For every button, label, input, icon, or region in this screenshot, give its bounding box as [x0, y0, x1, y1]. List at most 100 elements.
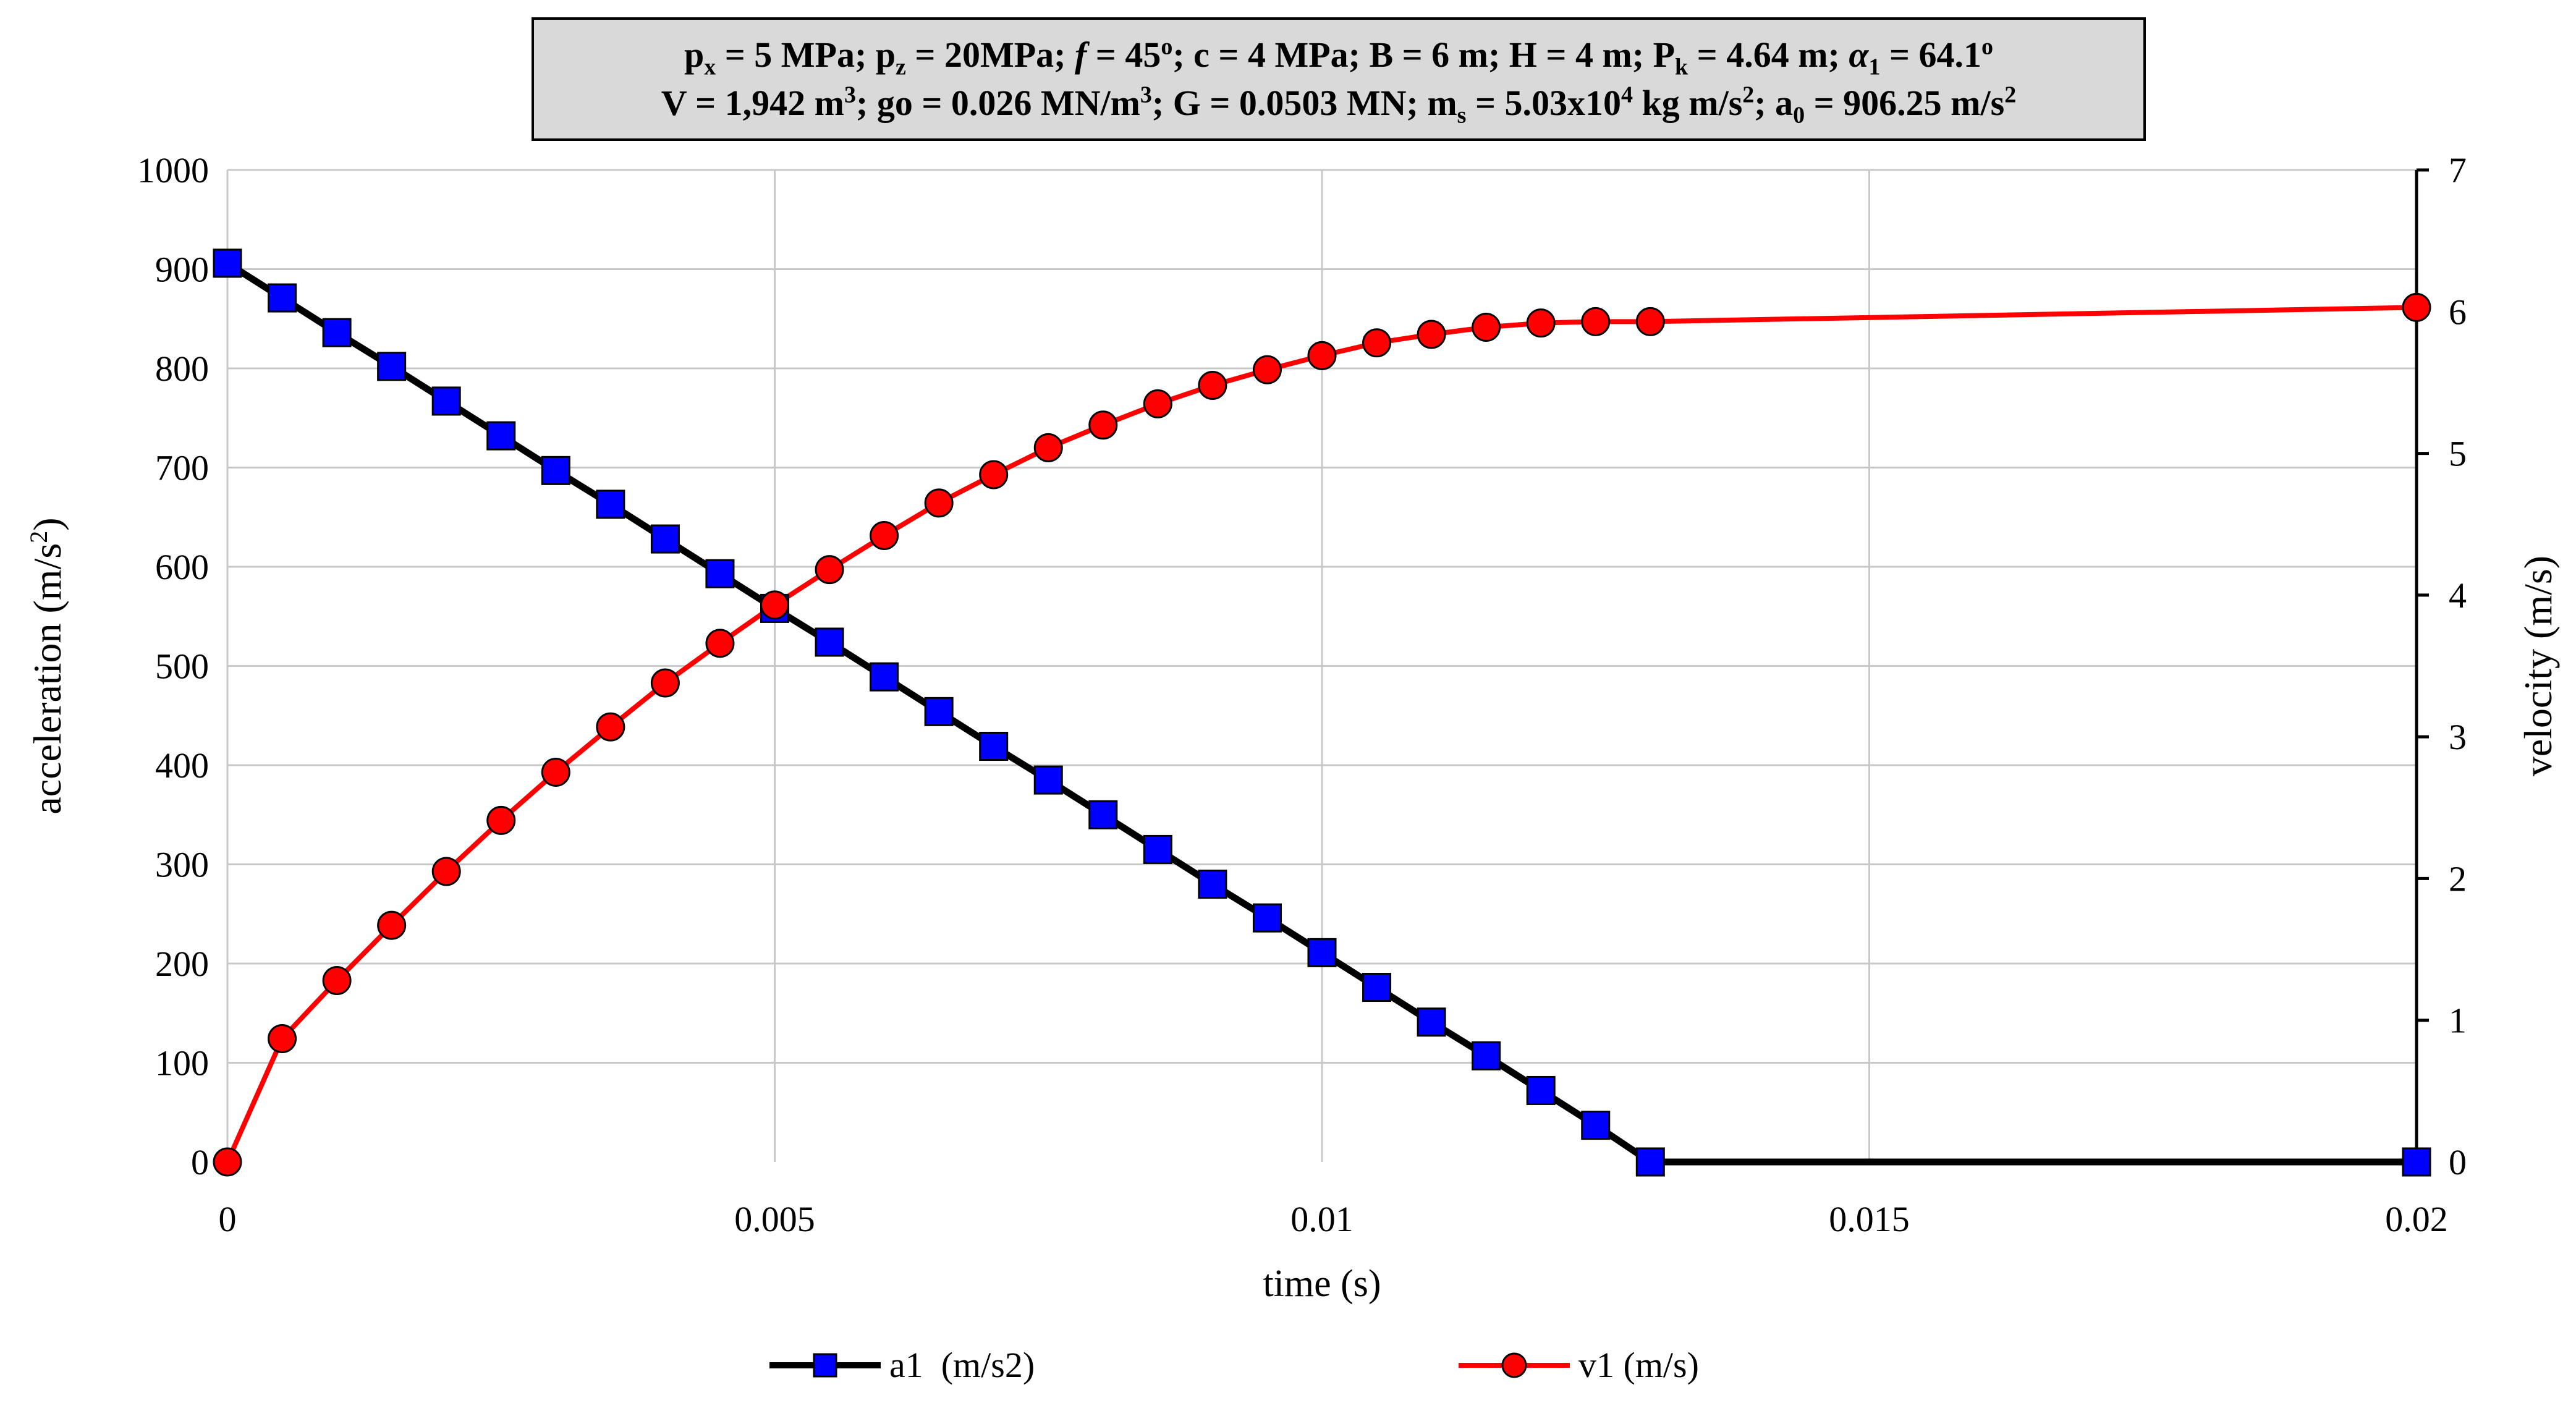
a1-data-point — [1581, 1111, 1611, 1140]
a1-data-point — [1307, 938, 1337, 967]
a1-data-point — [1472, 1041, 1501, 1070]
y-left-tick-label: 600 — [155, 547, 209, 587]
y-right-tick-label: 6 — [2449, 292, 2467, 332]
y-left-tick-label: 200 — [155, 944, 209, 984]
series-layer — [213, 248, 2431, 1177]
y-right-tick-label: 0 — [2449, 1142, 2467, 1182]
y-right-tick-label: 7 — [2449, 150, 2467, 190]
y-left-axis-title-text: acceleration (m/s — [25, 543, 69, 815]
y-right-axis-title: velocity (m/s) — [2516, 556, 2560, 776]
a1-data-point — [650, 524, 680, 554]
y-left-tick-label: 500 — [155, 646, 209, 687]
v1-data-point — [760, 590, 789, 620]
y-right-tick-label: 1 — [2449, 1001, 2467, 1041]
v1-data-point — [1143, 389, 1172, 418]
y-left-tick-label: 400 — [155, 745, 209, 786]
legend-v1-swatch — [1459, 1352, 1570, 1378]
x-tick-label: 0 — [219, 1199, 237, 1239]
a1-data-point — [1088, 800, 1118, 829]
legend-a1-swatch — [769, 1353, 881, 1377]
v1-data-point — [1307, 341, 1337, 370]
legend-label-a1: a1 (m/s2) — [889, 1345, 1035, 1385]
x-tick-label: 0.005 — [734, 1199, 815, 1239]
v1-data-point — [1088, 410, 1118, 440]
v1-data-point — [596, 712, 625, 742]
v1-data-point — [979, 460, 1009, 490]
chart-title-line-2: V = 1,942 m3; go = 0.026 MN/m3; G = 0.05… — [661, 82, 2017, 129]
y-left-tick-label: 100 — [155, 1043, 209, 1083]
v1-data-point — [541, 757, 570, 787]
v1-data-point — [1472, 313, 1501, 342]
y-left-axis-title-tail: ) — [25, 517, 69, 530]
x-tick-label: 0.02 — [2385, 1199, 2448, 1239]
v1-data-point — [815, 555, 844, 585]
a1-data-point — [1417, 1007, 1446, 1037]
v1-data-point — [1417, 320, 1446, 349]
v1-data-point — [486, 805, 516, 835]
v1-data-point — [431, 857, 461, 886]
v1-data-point — [1526, 308, 1556, 338]
v1-data-point — [1635, 307, 1665, 336]
v1-data-point — [924, 488, 954, 518]
y-left-axis-title-sup: 2 — [25, 531, 53, 543]
a1-data-point — [705, 559, 735, 588]
a1-data-point — [1362, 973, 1392, 1002]
a1-data-point — [1526, 1075, 1556, 1105]
legend-item-v1: v1 (m/s) — [1459, 1344, 1699, 1386]
y-left-tick-label: 0 — [191, 1142, 209, 1182]
v1-data-point — [705, 629, 735, 658]
v1-data-point — [870, 521, 899, 551]
a1-data-point — [924, 697, 954, 726]
a1-data-point — [541, 456, 570, 485]
v1-data-point — [322, 966, 352, 996]
a1-data-point — [1252, 903, 1282, 933]
a1-data-point — [377, 352, 407, 381]
y-right-tick-label: 2 — [2449, 858, 2467, 899]
v1-data-point — [650, 668, 680, 698]
a1-data-point — [596, 490, 625, 519]
a1-data-point — [979, 732, 1009, 761]
a1-data-point — [815, 627, 844, 657]
y-right-tick-label: 3 — [2449, 717, 2467, 757]
y-left-tick-label: 1000 — [137, 150, 209, 190]
v1-data-point — [377, 910, 407, 940]
x-tick-label: 0.01 — [1290, 1199, 1354, 1239]
a1-data-point — [870, 662, 899, 692]
a1-data-point — [2402, 1147, 2431, 1177]
a1-data-point — [486, 421, 516, 451]
chart-title-line-1: px = 5 MPa; pz = 20MPa; f = 45o; c = 4 M… — [684, 33, 1994, 80]
a1-data-point — [1198, 870, 1227, 899]
y-left-tick-label: 700 — [155, 448, 209, 488]
x-axis-title: time (s) — [1263, 1263, 1381, 1305]
y-left-axis-title: acceleration (m/s2) — [25, 517, 70, 814]
y-left-tick-label: 800 — [155, 349, 209, 389]
chart-title-box: px = 5 MPa; pz = 20MPa; f = 45o; c = 4 M… — [532, 17, 2146, 141]
a1-data-point — [1143, 834, 1172, 864]
legend-item-a1: a1 (m/s2) — [769, 1344, 1035, 1386]
y-right-tick-label: 4 — [2449, 575, 2467, 616]
y-right-tick-label: 5 — [2449, 434, 2467, 474]
a1-data-point — [1033, 765, 1063, 795]
y-left-tick-label: 300 — [155, 845, 209, 885]
legend-label-v1: v1 (m/s) — [1578, 1345, 1699, 1385]
a1-data-point — [322, 318, 352, 347]
v1-data-point — [1581, 307, 1611, 336]
y-left-tick-label: 900 — [155, 250, 209, 290]
v1-data-point — [1362, 328, 1392, 358]
series-line-1 — [226, 260, 2417, 1166]
a1-data-point — [431, 386, 461, 416]
grid-layer — [227, 169, 2417, 1162]
x-tick-label: 0.015 — [1829, 1199, 1910, 1239]
a1-data-point — [268, 283, 297, 313]
v1-data-point — [213, 1147, 242, 1177]
v1-data-point — [268, 1024, 297, 1054]
v1-data-point — [1252, 355, 1282, 384]
a1-data-point — [1635, 1147, 1665, 1177]
v1-data-point — [2402, 292, 2431, 322]
a1-data-point — [213, 248, 242, 278]
v1-data-point — [1033, 433, 1063, 462]
labels-layer: 0 100 200 300 400 500 600 700 800 900 1000 0 1 2 3 4 5 6 7… — [25, 150, 2561, 1305]
v1-data-point — [1198, 371, 1227, 401]
series-line-2 — [225, 305, 2417, 1163]
